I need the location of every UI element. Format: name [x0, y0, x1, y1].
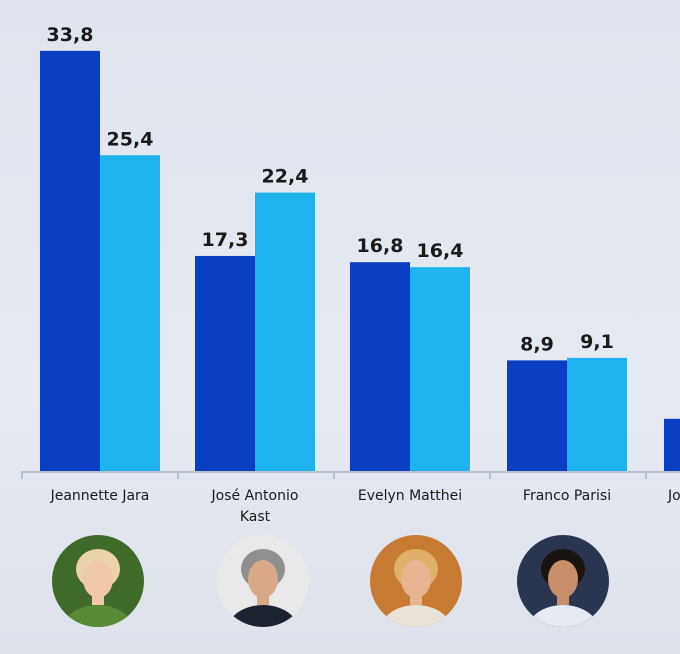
x-axis	[21, 471, 680, 479]
category-label-5: Jo	[667, 488, 680, 504]
value-label-2-series-2: 22,4	[262, 166, 309, 188]
category-label-2-line-2: Kast	[240, 509, 271, 525]
value-label-2-series-1: 17,3	[202, 229, 249, 251]
candidate-photo-kast	[217, 535, 309, 627]
bar-3-series-1	[350, 262, 410, 471]
value-label-1-series-2: 25,4	[107, 128, 154, 150]
bar-4-series-1	[507, 360, 567, 471]
category-label-4: Franco Parisi	[523, 488, 611, 504]
category-labels-group: Jeannette Jara José Antonio Kast Evelyn Mat…	[50, 488, 680, 525]
value-label-4-series-1: 8,9	[520, 333, 554, 355]
bar-2-series-1	[195, 255, 255, 471]
value-label-4-series-2: 9,1	[580, 331, 614, 353]
bar-5-series-1	[664, 418, 680, 471]
bar-1-series-1	[40, 50, 100, 472]
candidate-photo-jara	[52, 535, 144, 627]
value-label-3-series-1: 16,8	[357, 235, 404, 257]
bars-group	[40, 50, 680, 472]
category-label-3: Evelyn Matthei	[358, 488, 462, 504]
candidate-photo-matthei	[370, 535, 462, 627]
category-label-2-line-1: José Antonio	[211, 488, 299, 504]
bar-3-series-2	[410, 267, 470, 471]
value-label-3-series-2: 16,4	[417, 240, 464, 262]
avatar-icon	[217, 535, 309, 627]
category-label-1: Jeannette Jara	[50, 488, 150, 504]
value-label-1-series-1: 33,8	[47, 24, 94, 46]
candidate-photo-parisi	[517, 535, 609, 627]
avatar-icon	[370, 535, 462, 627]
avatar-icon	[52, 535, 144, 627]
bar-4-series-2	[567, 357, 627, 471]
avatar-icon	[517, 535, 609, 627]
bar-2-series-2	[255, 192, 315, 471]
bar-1-series-2	[100, 155, 160, 471]
value-labels-group: 33,8 25,4 17,3 22,4 16,8 16,4 8,9 9,1	[47, 24, 614, 356]
